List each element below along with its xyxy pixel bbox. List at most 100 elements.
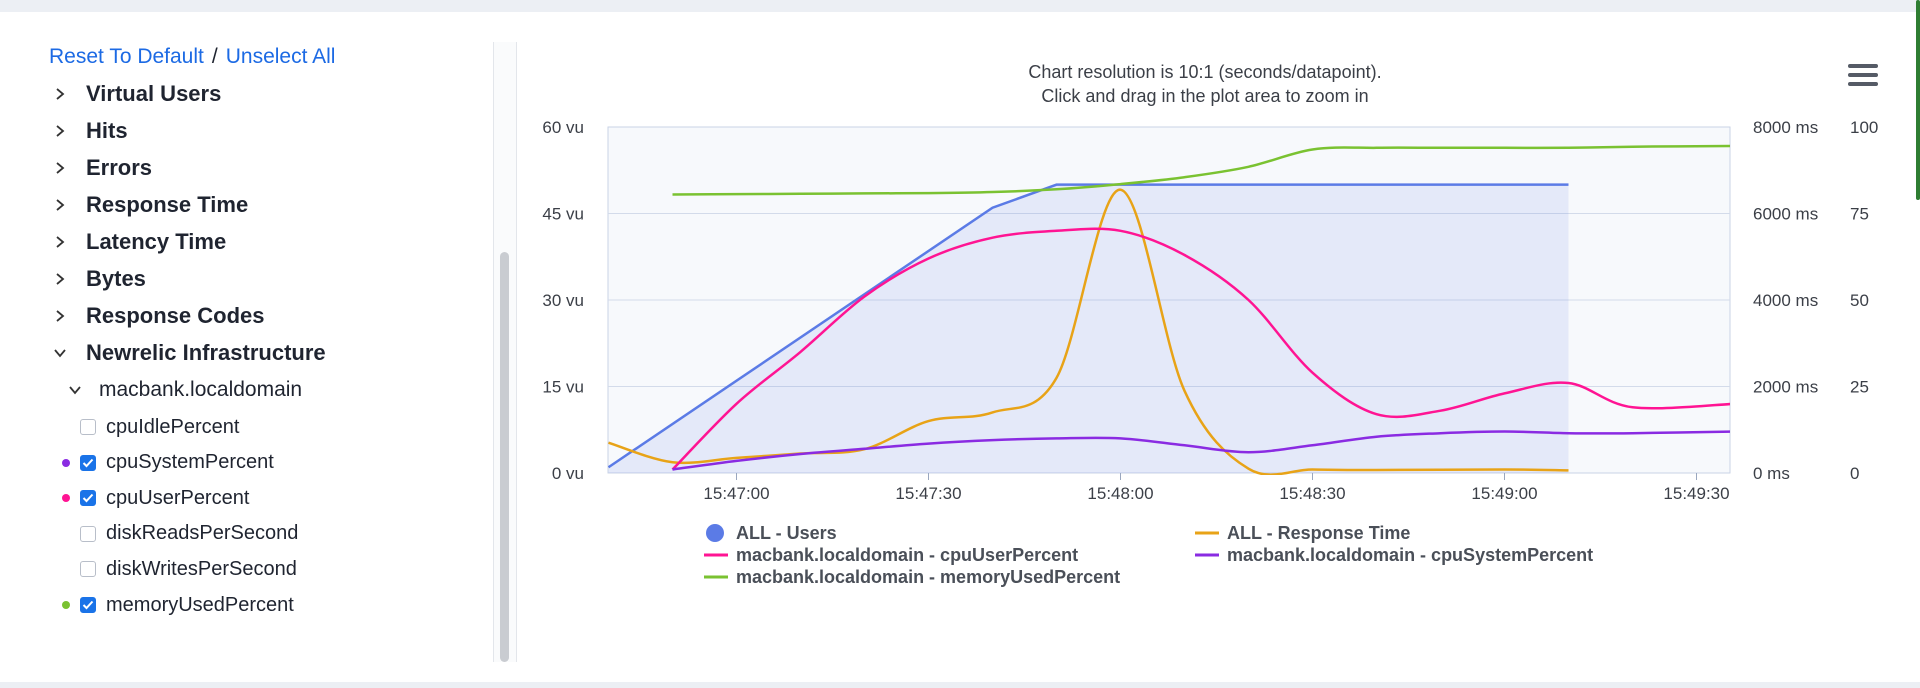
y-right-tick-label: 0 <box>1850 464 1859 483</box>
metric-cpuIdlePercent[interactable]: cpuIdlePercent <box>62 412 239 442</box>
chevron-right-icon[interactable] <box>50 269 70 289</box>
chevron-right-icon[interactable] <box>50 306 70 326</box>
y-left-tick-label: 30 vu <box>542 291 584 310</box>
metric-diskWritesPerSecond[interactable]: diskWritesPerSecond <box>62 554 297 584</box>
x-tick-label: 15:47:30 <box>895 484 961 503</box>
bottom-bar <box>0 682 1920 688</box>
y-right-tick-label: 100 <box>1850 118 1878 137</box>
y-right-tick-label: 25 <box>1850 378 1869 397</box>
tree-group-label: Hits <box>86 118 128 143</box>
tree-group-errors[interactable]: Errors <box>50 152 152 184</box>
metric-cpuUserPercent[interactable]: cpuUserPercent <box>62 483 249 513</box>
tree-group-virtual-users[interactable]: Virtual Users <box>50 78 221 110</box>
tree-group-label: Errors <box>86 155 153 180</box>
legend-item-all-response-time[interactable]: ALL - Response Time <box>1195 523 1410 543</box>
legend-label: macbank.localdomain - cpuSystemPercent <box>1227 545 1593 565</box>
chart-menu-icon[interactable] <box>1848 64 1878 90</box>
series-color-dot <box>62 458 70 467</box>
tree-group-bytes[interactable]: Bytes <box>50 263 146 295</box>
tree-host-node[interactable]: macbank.localdomain <box>65 374 302 406</box>
y-mid-tick-label: 6000 ms <box>1753 205 1818 224</box>
series-line-all-users <box>608 183 1569 469</box>
tree-host-label: macbank.localdomain <box>99 378 303 401</box>
series-group <box>608 144 1730 475</box>
checkbox-checked[interactable] <box>80 454 96 471</box>
series-color-placeholder <box>62 565 70 573</box>
metric-label: cpuUserPercent <box>106 486 250 509</box>
series-color-placeholder <box>62 530 70 538</box>
scrollbar-thumb[interactable] <box>500 252 509 662</box>
tree-group-response-time[interactable]: Response Time <box>50 189 248 221</box>
metric-label: cpuIdlePercent <box>106 415 240 438</box>
y-left-tick-label: 0 vu <box>552 464 584 483</box>
metric-label: cpuSystemPercent <box>106 451 274 474</box>
checkbox-unchecked[interactable] <box>80 419 96 435</box>
series-area-all-users <box>608 184 1569 473</box>
right-edge-accent <box>1916 0 1920 200</box>
y-right-tick-label: 75 <box>1850 205 1869 224</box>
series-color-dot <box>62 494 70 503</box>
x-tick-label: 15:49:30 <box>1663 484 1729 503</box>
x-tick-label: 15:48:00 <box>1087 484 1153 503</box>
unselect-all-link[interactable]: Unselect All <box>225 45 336 68</box>
legend-label: macbank.localdomain - memoryUsedPercent <box>736 567 1120 587</box>
legend-label: macbank.localdomain - cpuUserPercent <box>736 545 1078 565</box>
tree-group-label: Response Time <box>86 192 249 217</box>
tree-group-newrelic-infrastructure[interactable]: Newrelic Infrastructure <box>50 337 326 369</box>
legend-label: ALL - Users <box>736 523 837 543</box>
metric-label: diskReadsPerSecond <box>106 522 299 545</box>
y-mid-tick-label: 4000 ms <box>1753 291 1818 310</box>
metric-diskReadsPerSecond[interactable]: diskReadsPerSecond <box>62 519 298 549</box>
tree-group-label: Bytes <box>86 266 146 291</box>
y-mid-tick-label: 8000 ms <box>1753 118 1818 137</box>
checkbox-checked[interactable] <box>80 597 96 613</box>
series-line-macbank-localdomain-cpusystempercent <box>672 430 1730 471</box>
chevron-right-icon[interactable] <box>50 121 70 141</box>
metric-memoryUsedPercent[interactable]: memoryUsedPercent <box>62 590 294 620</box>
chevron-right-icon[interactable] <box>50 158 70 178</box>
chevron-down-icon[interactable] <box>65 380 85 400</box>
checkbox-unchecked[interactable] <box>80 561 96 578</box>
y-mid-tick-label: 0 ms <box>1753 464 1790 483</box>
legend-marker-circle <box>706 524 724 542</box>
series-color-dot <box>62 601 70 609</box>
chevron-right-icon[interactable] <box>50 232 70 252</box>
chevron-right-icon[interactable] <box>50 195 70 215</box>
chart-container: Chart resolution is 10:1 (seconds/datapo… <box>520 12 1915 672</box>
tree-group-label: Response Codes <box>86 303 265 328</box>
y-left-tick-label: 15 vu <box>542 378 584 397</box>
y-mid-tick-label: 2000 ms <box>1753 378 1818 397</box>
reset-to-default-link[interactable]: Reset To Default <box>49 45 204 68</box>
x-tick-label: 15:48:30 <box>1279 484 1345 503</box>
timeline-chart[interactable]: 0 vu 0 ms 0 15 vu 2000 ms 25 30 vu 4000 ms 50 45 … <box>520 12 1915 672</box>
chevron-down-icon[interactable] <box>50 343 70 363</box>
legend-label: ALL - Response Time <box>1227 523 1410 543</box>
x-tick-label: 15:49:00 <box>1471 484 1537 503</box>
legend-item-macbank-localdomain-cpuuserpercent[interactable]: macbank.localdomain - cpuUserPercent <box>704 545 1078 565</box>
checkbox-unchecked[interactable] <box>80 525 96 542</box>
sidebar-links: Reset To Default / Unselect All <box>49 45 335 69</box>
chart-resolution-note: Chart resolution is 10:1 (seconds/datapo… <box>1028 62 1382 82</box>
metrics-sidebar: Reset To Default / Unselect All Virtual Us… <box>0 12 517 672</box>
tree-group-response-codes[interactable]: Response Codes <box>50 300 265 332</box>
x-tick-label: 15:47:00 <box>703 484 769 503</box>
y-right-tick-label: 50 <box>1850 291 1869 310</box>
tree-group-label: Virtual Users <box>86 81 222 106</box>
legend-item-macbank-localdomain-cpusystempercent[interactable]: macbank.localdomain - cpuSystemPercent <box>1195 545 1593 565</box>
links-separator: / <box>211 45 218 68</box>
tree-group-label: Latency Time <box>86 229 227 254</box>
y-left-tick-label: 60 vu <box>542 118 584 137</box>
legend-item-macbank-localdomain-memoryusedpercent[interactable]: macbank.localdomain - memoryUsedPercent <box>704 567 1120 587</box>
metric-cpuSystemPercent[interactable]: cpuSystemPercent <box>62 448 274 478</box>
tree-group-latency-time[interactable]: Latency Time <box>50 226 226 258</box>
chevron-right-icon[interactable] <box>50 84 70 104</box>
metric-label: memoryUsedPercent <box>106 593 294 616</box>
series-color-placeholder <box>62 423 70 431</box>
legend-item-all-users[interactable]: ALL - Users <box>706 523 837 543</box>
metric-label: diskWritesPerSecond <box>106 557 297 580</box>
tree-group-hits[interactable]: Hits <box>50 115 128 147</box>
y-left-tick-label: 45 vu <box>542 205 584 224</box>
series-line-macbank-localdomain-memoryusedpercent <box>672 144 1730 196</box>
checkbox-checked[interactable] <box>80 490 96 507</box>
tree-group-label: Newrelic Infrastructure <box>86 340 326 365</box>
